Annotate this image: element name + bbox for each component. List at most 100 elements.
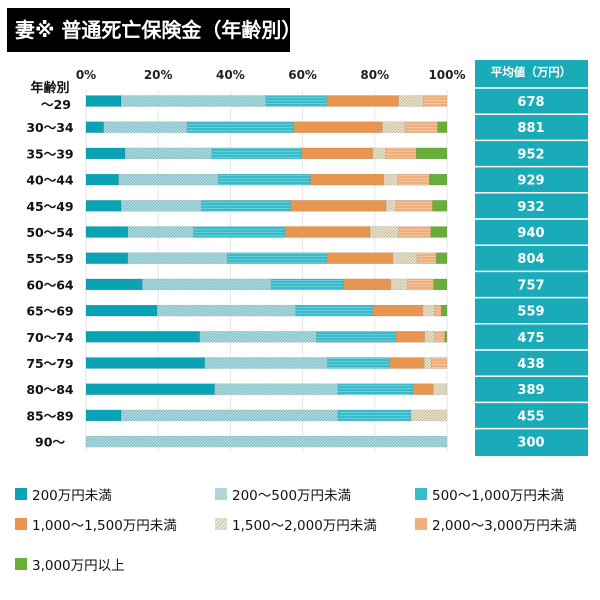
legend-item: 500〜1,000万円未満: [415, 484, 564, 504]
bar-segment: [85, 95, 122, 107]
bar-segment: [326, 95, 399, 107]
bar-segment: [404, 121, 438, 133]
x-tick-label: 40%: [216, 68, 245, 82]
bar-segment: [124, 147, 213, 160]
legend-label: 3,000万円以上: [32, 558, 125, 574]
bar-segment: [444, 331, 448, 343]
bar-segment: [85, 435, 448, 448]
bar-segment: [385, 147, 417, 160]
bar-segment: [369, 226, 399, 238]
x-tick-label: 100%: [428, 68, 465, 82]
y-axis-header: 年齢別: [30, 80, 69, 96]
bar-segment: [85, 147, 126, 160]
bar-segment: [433, 383, 448, 395]
category-label: 30〜34: [26, 120, 74, 135]
bar-segment: [422, 304, 435, 317]
average-header: 平均値（万円）: [491, 65, 572, 79]
bar-segment: [398, 226, 432, 238]
bar-segment: [265, 95, 328, 107]
bar-segment: [412, 383, 434, 395]
bar-segment: [85, 304, 158, 317]
legend-swatch: [15, 558, 27, 570]
bar-segment: [410, 409, 448, 422]
bar-segment: [434, 331, 446, 343]
bar-segment: [407, 278, 434, 291]
bar-segment: [423, 95, 448, 107]
bar-segment: [204, 357, 328, 369]
bar-segment: [85, 200, 122, 212]
bar-segment: [85, 226, 129, 238]
bar-segment: [118, 173, 219, 186]
legend-swatch: [215, 518, 227, 530]
average-value: 559: [517, 305, 544, 320]
bar-segment: [156, 304, 296, 317]
bar-segment: [395, 200, 433, 212]
category-label: 40〜44: [26, 173, 74, 188]
average-value: 757: [517, 278, 544, 293]
bar-segment: [343, 278, 391, 291]
bar-segment: [201, 200, 291, 212]
legend-item: 200〜500万円未満: [215, 484, 351, 504]
bar-segment: [390, 278, 408, 291]
average-value: 929: [517, 174, 544, 189]
bar-segment: [392, 252, 418, 264]
bar-segment: [430, 226, 448, 238]
bar-segment: [290, 200, 387, 212]
chart-title: 妻※ 普通死亡保険金（年齢別）: [7, 8, 301, 52]
legend-item: 200万円未満: [15, 484, 112, 504]
bar-segment: [85, 252, 129, 264]
legend-label: 200万円未満: [32, 488, 112, 504]
bar-segment: [310, 173, 385, 186]
average-value: 455: [517, 409, 544, 424]
bar-segment: [85, 331, 200, 343]
bar-segment: [429, 173, 448, 186]
category-label: 〜29: [41, 97, 71, 112]
legend-label: 1,000〜1,500万円未満: [32, 518, 177, 534]
legend-swatch: [15, 488, 27, 500]
average-panel: [475, 60, 588, 456]
bar-segment: [293, 121, 383, 133]
stacked-bar-chart: 0% 20% 40% 60% 80% 100% 年齢別 平均値（万円） 〜29 678 30〜34 8…: [26, 60, 588, 456]
average-value: 678: [517, 95, 544, 110]
bar-segment: [85, 383, 215, 395]
bar-segment: [218, 173, 311, 186]
category-label: 45〜49: [26, 199, 73, 214]
category-label: 75〜79: [26, 356, 73, 371]
category-label: 85〜89: [26, 408, 73, 423]
legend-swatch: [215, 488, 227, 500]
bar-segment: [214, 383, 339, 395]
average-value: 952: [517, 147, 544, 162]
bar-segment: [424, 331, 435, 343]
category-label: 60〜64: [26, 277, 74, 292]
bar-segment: [431, 357, 448, 369]
legend-swatch: [415, 518, 427, 530]
bar-segment: [416, 252, 437, 264]
bar-segment: [85, 409, 122, 422]
category-label: 65〜69: [26, 304, 73, 319]
bar-segment: [199, 331, 317, 343]
average-value: 300: [517, 436, 544, 451]
bar-segment: [85, 173, 119, 186]
bar-segment: [440, 304, 448, 317]
legend-item: 1,000〜1,500万円未満: [15, 514, 177, 534]
bar-segment: [437, 121, 448, 133]
average-value: 881: [517, 121, 544, 136]
x-tick-label: 80%: [360, 68, 389, 82]
bar-segment: [211, 147, 302, 160]
bar-segment: [337, 409, 412, 422]
legend-label: 500〜1,000万円未満: [432, 488, 564, 504]
bar-segment: [301, 147, 373, 160]
bar-segment: [397, 173, 430, 186]
bar-segment: [85, 278, 143, 291]
category-label: 35〜39: [26, 146, 73, 161]
bar-segment: [120, 409, 339, 422]
average-value: 940: [517, 226, 544, 241]
bar-segment: [316, 331, 397, 343]
bar-segment: [127, 252, 228, 264]
bar-segment: [395, 331, 425, 343]
bar-segment: [434, 304, 442, 317]
bar-segment: [327, 357, 390, 369]
category-label: 55〜59: [26, 251, 73, 266]
bar-segment: [398, 95, 424, 107]
